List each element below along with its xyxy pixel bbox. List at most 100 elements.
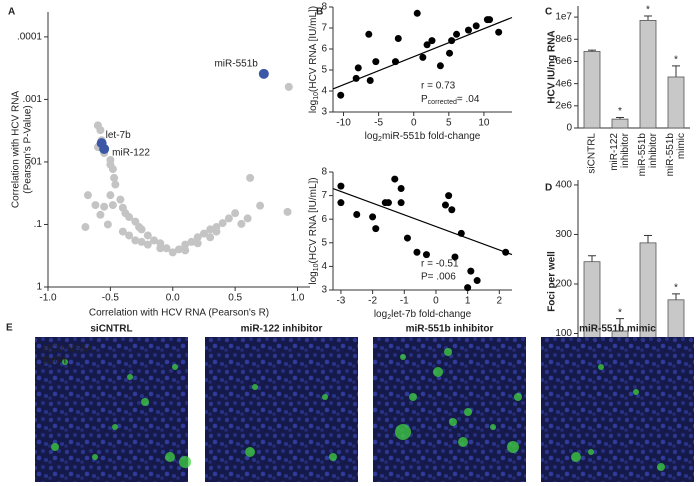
point: [156, 244, 165, 253]
x-tick-label: 10: [478, 118, 490, 129]
point: [372, 225, 380, 233]
stain-spot: [507, 441, 519, 453]
point: [231, 209, 240, 218]
point: [111, 180, 120, 189]
y-axis-label-sub: 10: [313, 263, 320, 271]
point: [283, 207, 292, 216]
x-tick-label: -2: [368, 296, 377, 307]
panel-label: E: [6, 323, 13, 334]
y-axis-label: log10(HCV RNA [IU/mL]): [308, 6, 320, 113]
point: [108, 165, 117, 174]
significance-marker: *: [618, 307, 622, 318]
significance-marker: *: [674, 55, 678, 66]
point: [162, 244, 171, 253]
y-tick-label: .01: [28, 157, 42, 168]
point: [413, 248, 421, 256]
stain-spot: [400, 354, 406, 360]
point: [125, 231, 134, 240]
x-axis-label: log2miR-551b fold-change: [365, 131, 481, 143]
point: [422, 251, 430, 259]
point: [83, 191, 92, 200]
point: [436, 62, 444, 70]
stain-spot: [464, 408, 472, 416]
stain-spot: [92, 454, 98, 460]
x-axis-label-main: log: [365, 131, 378, 142]
point: [218, 219, 227, 228]
point: [175, 245, 183, 254]
panel-label: B: [316, 7, 323, 18]
y-tick-label: 2e6: [555, 100, 572, 111]
y-tick-label: 100: [555, 328, 572, 339]
point: [143, 240, 152, 249]
stain-spot: [433, 367, 443, 377]
y-axis-label: log10(HCV RNA [IU/mL]): [308, 177, 320, 284]
category-label: miR-122: [609, 133, 620, 171]
point: [224, 214, 233, 223]
stain-spot: [514, 393, 522, 401]
point: [143, 231, 152, 240]
point: [495, 28, 503, 36]
y-axis-label: HCV IU/ng RNA: [547, 30, 558, 103]
point: [413, 9, 421, 17]
stain-spot: [62, 359, 68, 365]
significance-marker: *: [674, 283, 678, 294]
point: [96, 210, 105, 219]
point: [91, 201, 100, 210]
category-label: siCNTRL: [587, 133, 598, 174]
highlight-point: [99, 143, 110, 154]
bar: [611, 118, 629, 129]
stain-spot: [252, 384, 258, 390]
fit-line: [332, 16, 513, 90]
significance-marker: *: [618, 106, 622, 117]
point: [206, 225, 215, 234]
stain-spot: [588, 449, 594, 455]
stain-spot: [598, 364, 604, 370]
x-axis-label: log2let-7b fold-change: [374, 309, 472, 321]
image-title: siCNTRL: [90, 324, 132, 335]
panel-label: C: [545, 7, 552, 18]
y-tick-label: 1: [36, 282, 42, 293]
x-axis-label-rest: miR-551b fold-change: [382, 131, 481, 142]
highlight-point: [258, 68, 269, 79]
point: [464, 284, 472, 292]
y-tick-label: 4: [321, 261, 327, 272]
point: [394, 35, 402, 42]
point: [116, 195, 125, 204]
point: [206, 233, 215, 242]
stain-spot: [127, 374, 133, 380]
x-tick-label: -10: [336, 118, 351, 129]
point: [106, 191, 115, 200]
point: [212, 227, 221, 236]
point: [108, 201, 117, 210]
stain-spot: [172, 364, 178, 370]
y-tick-label: 300: [555, 229, 572, 240]
point: [372, 58, 380, 66]
y-tick-label: .1: [34, 219, 43, 230]
stat-p: P= .006: [421, 272, 456, 283]
y-axis-label-sub: 10: [313, 92, 320, 100]
point: [451, 253, 459, 261]
point: [150, 236, 159, 245]
y-tick-label: 8: [321, 167, 327, 178]
point: [199, 229, 208, 238]
stain-spot: [444, 348, 452, 356]
bar: [639, 20, 657, 129]
point: [353, 210, 361, 218]
x-tick-label: 5: [446, 118, 452, 129]
point: [472, 22, 480, 30]
y-tick-label: 4: [321, 86, 327, 97]
x-tick-label: 1.0: [291, 293, 305, 304]
stain-spot: [245, 447, 255, 457]
point: [337, 199, 345, 207]
stain-spot: [571, 452, 581, 462]
stain-spot: [179, 456, 191, 468]
point: [96, 126, 105, 135]
y-axis-label-main: log: [308, 271, 319, 284]
micrograph: [373, 337, 526, 482]
point: [168, 248, 177, 257]
y-axis-label-rest: (HCV RNA [IU/mL]): [308, 177, 319, 263]
fit-line: [332, 187, 513, 256]
y-tick-label: .0001: [17, 32, 42, 43]
point: [448, 206, 456, 214]
y-tick-label: 7: [321, 190, 327, 201]
